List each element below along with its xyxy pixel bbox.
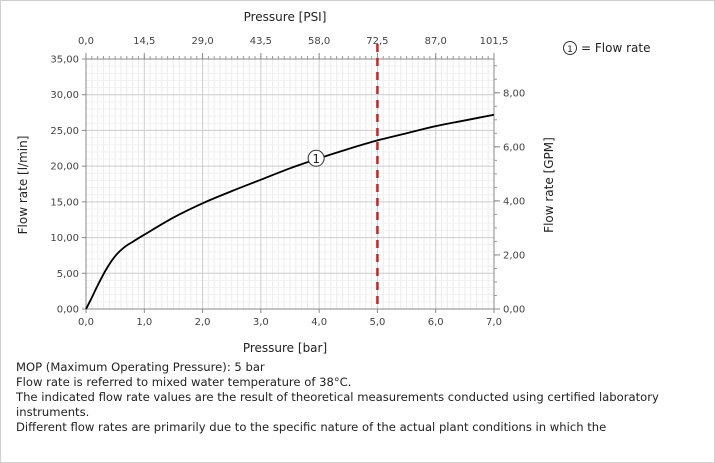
x2-tick-label: 101,5	[480, 36, 509, 47]
axes	[82, 53, 500, 313]
y2-tick-label: 0,00	[503, 305, 525, 316]
y-tick-label: 5,00	[57, 269, 79, 280]
x-tick-label: 1,0	[136, 317, 152, 328]
y2-tick-label: 8,00	[503, 88, 525, 99]
series-marker: 1	[307, 149, 325, 167]
series-marker-label: 1	[312, 152, 320, 166]
chart-notes: MOP (Maximum Operating Pressure): 5 bar …	[16, 360, 706, 435]
note-mop: MOP (Maximum Operating Pressure): 5 bar	[16, 360, 265, 374]
x2-axis-title: Pressure [PSI]	[244, 10, 327, 24]
legend-marker-circle	[563, 41, 577, 55]
x-tick-label: 3,0	[253, 317, 269, 328]
y-axis-title: Flow rate [l/min]	[16, 136, 30, 235]
series-marker-circle	[307, 149, 325, 167]
flow-rate-chart: 1 0,0 1,0 2,0 3,0 4,0 5,0 6,0 7,0 0,0 14,5 29,0 43,…	[16, 10, 650, 355]
note-temperature: Flow rate is referred to mixed water tem…	[16, 375, 352, 389]
y-tick-label: 25,00	[50, 126, 79, 137]
x-tick-label: 0,0	[78, 317, 94, 328]
y2-tick-label: 6,00	[503, 142, 525, 153]
series-layer: 1	[85, 44, 495, 310]
flow-rate-line	[85, 113, 495, 310]
x-tick-label: 7,0	[486, 317, 502, 328]
y-tick-label: 0,00	[57, 305, 79, 316]
y2-tick-label: 4,00	[503, 196, 525, 207]
y-tick-label: 10,00	[50, 233, 79, 244]
x2-tick-label: 43,5	[250, 36, 272, 47]
note-plant-conditions: Different flow rates are primarily due t…	[16, 420, 607, 434]
x-tick-label: 5,0	[369, 317, 385, 328]
x-axis-title: Pressure [bar]	[243, 341, 327, 355]
x-tick-label: 2,0	[195, 317, 211, 328]
y-tick-label: 30,00	[50, 90, 79, 101]
x2-tick-label: 58,0	[308, 36, 330, 47]
x2-tick-label: 14,5	[133, 36, 155, 47]
y2-axis-title: Flow rate [GPM]	[542, 137, 556, 233]
x-tick-label: 6,0	[428, 317, 444, 328]
legend-text: = Flow rate	[581, 41, 650, 55]
x2-tick-label: 72,5	[366, 36, 388, 47]
y-tick-label: 20,00	[50, 162, 79, 173]
legend-marker-label: 1	[567, 45, 573, 55]
y2-tick-label: 2,00	[503, 250, 525, 261]
legend: 1 = Flow rate	[563, 41, 650, 55]
grid	[85, 58, 495, 310]
x-tick-label: 4,0	[311, 317, 327, 328]
x2-tick-label: 87,0	[425, 36, 447, 47]
x2-tick-label: 0,0	[78, 36, 94, 47]
y-tick-label: 15,00	[50, 197, 79, 208]
x2-tick-label: 29,0	[191, 36, 213, 47]
tick-labels: 0,0 1,0 2,0 3,0 4,0 5,0 6,0 7,0 0,0 14,5 29,0 43,5 5…	[50, 36, 525, 328]
note-measurements: The indicated flow rate values are the r…	[16, 390, 659, 419]
y-tick-label: 35,00	[50, 55, 79, 66]
